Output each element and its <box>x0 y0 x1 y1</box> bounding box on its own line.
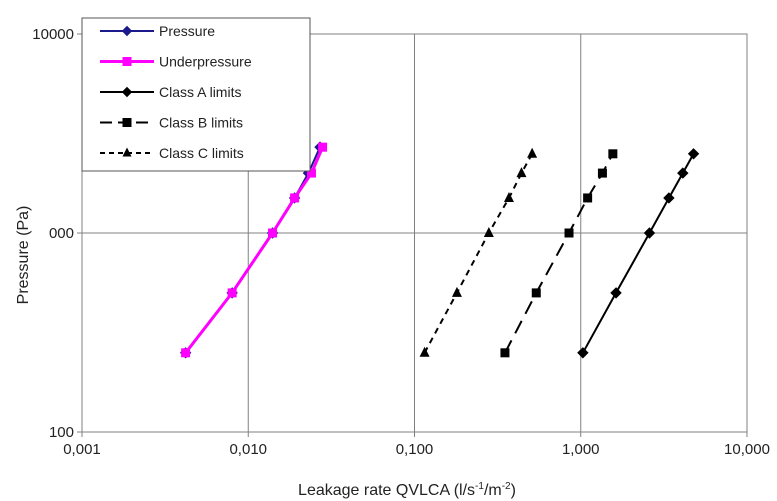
series-line <box>582 153 695 354</box>
data-point <box>610 287 622 299</box>
x-axis-ticks: 0,001 0,010 0,100 1,000 10,000 <box>63 432 770 458</box>
legend-marker <box>122 118 132 127</box>
data-point <box>663 192 675 204</box>
data-point <box>483 227 494 237</box>
data-point <box>608 149 618 159</box>
series-layer <box>179 141 700 359</box>
legend-marker <box>122 147 132 157</box>
series-class-b-limits <box>500 149 618 358</box>
data-point <box>516 167 527 178</box>
data-point <box>306 168 316 178</box>
legend-item: Class A limits <box>100 84 241 100</box>
data-point <box>583 193 593 203</box>
data-point <box>451 286 462 297</box>
legend-box <box>81 17 311 172</box>
x-tick-label: 0,001 <box>63 441 101 458</box>
data-point <box>419 346 430 357</box>
y-axis-title: Pressure (Pa) <box>15 206 32 305</box>
legend-item: Underpressure <box>100 54 252 70</box>
legend-marker <box>121 86 133 98</box>
series-pressure <box>179 141 326 359</box>
data-point <box>181 348 191 358</box>
data-point <box>290 193 300 203</box>
x-tick-label: 1,000 <box>562 441 600 458</box>
data-point <box>677 167 689 179</box>
series-line <box>423 153 533 354</box>
data-point <box>597 168 607 178</box>
series-line <box>184 146 321 354</box>
data-point <box>268 228 278 238</box>
data-point <box>687 148 700 160</box>
legend-marker <box>122 57 132 66</box>
x-tick-label: 0,010 <box>229 441 267 458</box>
series-underpressure <box>181 142 328 358</box>
data-point <box>227 288 237 298</box>
data-point <box>564 228 574 238</box>
series-class-c-limits <box>419 147 538 357</box>
y-axis-ticks: 100 000 10000 <box>32 26 82 441</box>
data-point <box>531 288 541 298</box>
y-tick-label: 000 <box>49 225 74 242</box>
series-class-a-limits <box>577 148 700 359</box>
legend-item: Class C limits <box>100 145 244 161</box>
legend-label: Pressure <box>159 23 215 39</box>
data-point <box>500 348 510 358</box>
legend-label: Class A limits <box>159 84 241 100</box>
x-tick-label: 0,100 <box>396 441 434 458</box>
y-tick-label: 100 <box>49 424 74 441</box>
legend-label: Class C limits <box>159 145 244 161</box>
x-axis-title: Leakage rate QVLCA (l/s-1/m-2) <box>298 481 516 499</box>
data-point <box>643 227 656 239</box>
legend-marker <box>121 25 133 37</box>
data-point <box>318 142 328 152</box>
legend-item: Pressure <box>100 23 215 39</box>
legend: Pressure Underpressure Class A limits Class… <box>81 17 311 172</box>
data-point <box>527 147 538 158</box>
legend-item: Class B limits <box>100 115 243 131</box>
legend-label: Class B limits <box>159 115 243 131</box>
data-point <box>577 347 589 359</box>
series-line <box>504 153 614 354</box>
series-line <box>184 146 324 354</box>
data-point <box>503 191 514 202</box>
legend-label: Underpressure <box>159 54 252 70</box>
x-tick-label: 10,000 <box>724 441 770 458</box>
y-tick-label: 10000 <box>32 26 74 43</box>
